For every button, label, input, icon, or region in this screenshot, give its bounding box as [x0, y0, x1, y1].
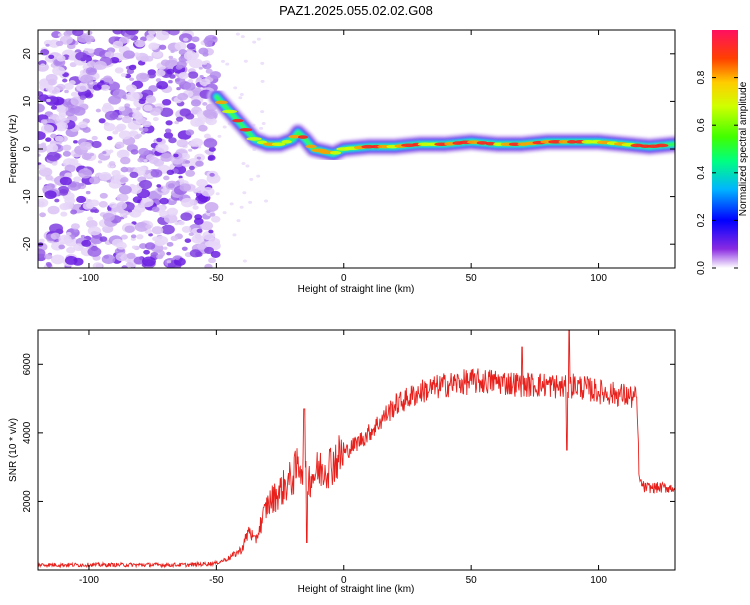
noise-region [38, 30, 269, 268]
spectrogram-y-label: Frequency (Hz) [8, 115, 19, 184]
x-tick: 0 [341, 330, 347, 586]
chart-title: PAZ1.2025.055.02.02.G08 [279, 3, 433, 18]
x-tick-label: -100 [79, 575, 99, 586]
colorbar: 0.8 0.6 0.4 0.2 0.0 Normalized spectral ampl… [696, 30, 749, 275]
colorbar-ticks: 0.8 0.6 0.4 0.2 0.0 [696, 70, 738, 275]
x-tick: -100 [79, 30, 99, 284]
x-tick-label: -50 [209, 273, 224, 284]
y-tick: -20 [22, 237, 675, 252]
spectrogram-heatmap [38, 30, 675, 268]
x-tick: 50 [466, 330, 478, 586]
snr-y-label: SNR (10 * v/v) [8, 418, 19, 482]
y-tick: -10 [22, 189, 675, 204]
colorbar-tick: 0.6 [696, 118, 738, 132]
y-tick: 0 [22, 146, 675, 152]
colorbar-tick: 0.2 [696, 213, 738, 227]
x-tick-label: -50 [209, 575, 224, 586]
snr-y-axis: 2000 4000 6000 [22, 353, 675, 513]
spectrogram-y-axis: 20 10 0 -10 -20 [22, 48, 675, 252]
colorbar-tick-label: 0.6 [696, 118, 707, 132]
y-tick-label: 0 [22, 146, 33, 152]
x-tick: -50 [209, 330, 224, 586]
x-tick: -100 [79, 330, 99, 586]
colorbar-tick: 0.4 [696, 165, 738, 180]
x-tick: 50 [466, 30, 478, 284]
snr-x-axis: -100 -50 0 50 100 [79, 330, 607, 586]
colorbar-tick-label: 0.4 [696, 165, 707, 179]
colorbar-tick-label: 0.2 [696, 213, 707, 227]
x-tick-label: 50 [466, 575, 478, 586]
ridge-peaks [215, 100, 669, 155]
colorbar-gradient [712, 30, 738, 268]
y-tick-label: 2000 [22, 490, 33, 513]
x-tick-label: -100 [79, 273, 99, 284]
y-tick: 20 [22, 48, 675, 60]
x-tick-label: 0 [341, 575, 347, 586]
y-tick-label: -10 [22, 189, 33, 204]
spectrogram-x-axis: -100 -50 0 50 100 [79, 30, 607, 284]
x-tick-label: 0 [341, 273, 347, 284]
y-tick-label: 10 [22, 95, 33, 107]
colorbar-tick-label: 0.0 [696, 261, 707, 275]
x-tick-label: 50 [466, 273, 478, 284]
y-tick-label: 4000 [22, 421, 33, 444]
spectrogram-x-label: Height of straight line (km) [298, 284, 415, 295]
y-tick-label: 6000 [22, 353, 33, 376]
colorbar-label: Normalized spectral amplitude [738, 81, 749, 216]
colorbar-tick: 0.8 [696, 70, 738, 85]
colorbar-tick: 0.0 [696, 261, 738, 275]
y-tick-label: -20 [22, 237, 33, 252]
snr-panel: -100 -50 0 50 100 2000 4000 6000 Height of str… [8, 329, 676, 595]
snr-x-label: Height of straight line (km) [298, 584, 415, 595]
y-tick: 10 [22, 95, 675, 107]
y-tick: 4000 [22, 421, 675, 444]
x-tick-label: 100 [590, 575, 607, 586]
x-tick: 0 [341, 30, 347, 284]
y-tick: 6000 [22, 353, 675, 376]
colorbar-tick-label: 0.8 [696, 70, 707, 84]
x-tick-label: 100 [590, 273, 607, 284]
snr-frame [37, 329, 676, 571]
x-tick: 100 [590, 330, 607, 586]
x-tick: 100 [590, 30, 607, 284]
y-tick-label: 20 [22, 48, 33, 60]
snr-series-line [38, 330, 675, 569]
y-tick: 2000 [22, 490, 675, 513]
x-tick: -50 [209, 30, 224, 284]
